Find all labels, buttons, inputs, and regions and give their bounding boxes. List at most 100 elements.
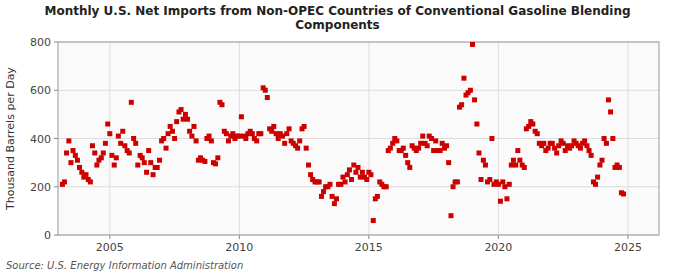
point	[368, 172, 373, 177]
point	[68, 160, 73, 165]
point	[321, 189, 326, 194]
point	[151, 172, 156, 177]
point	[431, 148, 436, 153]
point	[600, 158, 605, 163]
point	[213, 161, 218, 166]
point	[284, 131, 289, 136]
point	[237, 134, 242, 139]
point	[522, 165, 527, 170]
title: Monthly U.S. Net Imports from Non-OPEC C…	[44, 4, 630, 32]
point	[317, 179, 322, 184]
y-tick-label: 400	[30, 133, 51, 146]
point	[621, 191, 626, 196]
point	[541, 141, 546, 146]
point	[194, 138, 199, 143]
x-tick-label: 2010	[225, 241, 253, 254]
points	[60, 42, 626, 223]
point	[461, 76, 466, 81]
point	[192, 124, 197, 129]
point	[593, 182, 598, 187]
point	[343, 179, 348, 184]
point	[239, 114, 244, 119]
x-grid-line	[368, 42, 369, 235]
point	[230, 131, 235, 136]
point	[617, 165, 622, 170]
x-grid-line	[109, 42, 110, 235]
point	[470, 42, 475, 47]
x-tick	[239, 235, 240, 239]
point	[587, 148, 592, 153]
point	[304, 146, 309, 151]
y-tick-label: 200	[30, 181, 51, 194]
point	[265, 95, 270, 100]
y-tick	[54, 90, 58, 91]
point	[334, 196, 339, 201]
point	[308, 172, 313, 177]
point	[282, 141, 287, 146]
point	[243, 136, 248, 141]
point	[444, 143, 449, 148]
point	[297, 138, 302, 143]
point	[64, 150, 69, 155]
x-tick-label: 2005	[96, 241, 124, 254]
point	[384, 184, 389, 189]
point	[101, 150, 106, 155]
point	[226, 138, 231, 143]
title-line: Components	[295, 18, 380, 32]
point	[187, 129, 192, 134]
point	[388, 146, 393, 151]
point	[103, 141, 108, 146]
point	[148, 160, 153, 165]
point	[546, 146, 551, 151]
point	[105, 122, 110, 127]
point	[189, 134, 194, 139]
point	[597, 163, 602, 168]
point	[511, 158, 516, 163]
point	[135, 163, 140, 168]
point	[438, 148, 443, 153]
point	[364, 177, 369, 182]
point	[459, 102, 464, 107]
point	[77, 165, 82, 170]
point	[209, 138, 214, 143]
point	[107, 131, 112, 136]
point	[88, 179, 93, 184]
y-tick-label: 600	[30, 84, 51, 97]
point	[433, 138, 438, 143]
point	[83, 172, 88, 177]
point	[174, 119, 179, 124]
point	[476, 150, 481, 155]
point	[129, 100, 134, 105]
point	[295, 146, 300, 151]
point	[455, 179, 460, 184]
point	[502, 184, 507, 189]
point	[340, 175, 345, 180]
point	[578, 146, 583, 151]
point	[122, 143, 127, 148]
point	[120, 129, 125, 134]
point	[71, 148, 76, 153]
point	[254, 138, 259, 143]
point	[498, 199, 503, 204]
point	[487, 177, 492, 182]
y-tick-label: 800	[30, 36, 51, 49]
point	[302, 124, 307, 129]
point	[602, 136, 607, 141]
point	[183, 112, 188, 117]
point	[472, 97, 477, 102]
point	[345, 172, 350, 177]
point	[604, 141, 609, 146]
point	[75, 158, 80, 163]
point	[474, 122, 479, 127]
point	[394, 138, 399, 143]
point	[170, 129, 175, 134]
point	[509, 163, 514, 168]
point	[468, 88, 473, 93]
point	[155, 165, 160, 170]
chart-svg: 020040060080020052010201520202025Monthly…	[0, 0, 675, 275]
point	[202, 159, 207, 164]
point	[515, 148, 520, 153]
point	[271, 124, 276, 129]
plot-frame	[58, 42, 659, 235]
point	[418, 141, 423, 146]
